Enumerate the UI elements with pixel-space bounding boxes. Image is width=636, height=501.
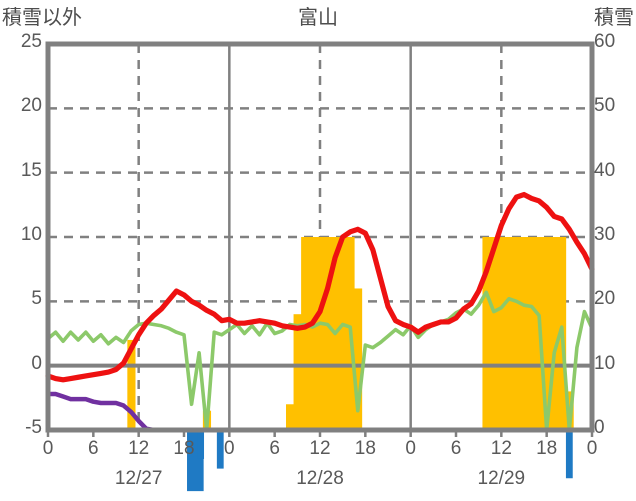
- x-axis-day-label: 12/28: [296, 468, 344, 489]
- precipitation-bar: [308, 237, 317, 430]
- precipitation-bar: [301, 237, 310, 430]
- x-axis-tick: 6: [450, 438, 462, 459]
- left-axis-unit-label: 積雪以外: [2, 7, 82, 29]
- right-axis-tick: 40: [594, 159, 616, 181]
- snowfall-marker-bar: [565, 430, 573, 479]
- left-axis-tick: 10: [20, 224, 42, 245]
- right-axis-unit-label: 積雪: [594, 7, 634, 29]
- left-axis-tick: 15: [20, 159, 42, 181]
- snowfall-marker-bar: [216, 430, 224, 469]
- right-axis-tick: 30: [594, 224, 616, 245]
- precipitation-bar: [323, 237, 332, 430]
- right-axis-tick: 60: [594, 31, 616, 52]
- x-axis-day-label: 12/29: [477, 468, 526, 489]
- x-axis-tick: 12: [490, 438, 512, 459]
- series-line-風速: [46, 290, 594, 432]
- precipitation-bar: [512, 237, 521, 430]
- x-axis-tick: 18: [173, 438, 195, 459]
- precipitation-bar: [286, 404, 295, 430]
- precipitation-bar: [542, 237, 552, 430]
- x-axis-tick: 0: [586, 438, 598, 459]
- precipitation-bar: [505, 237, 514, 430]
- x-axis-tick: 12: [309, 438, 331, 459]
- left-axis-tick: 25: [20, 31, 42, 52]
- x-axis-tick: 0: [42, 438, 54, 459]
- left-axis-tick: 20: [20, 95, 42, 117]
- x-axis-tick: 6: [269, 438, 280, 459]
- precipitation-bar: [338, 237, 348, 430]
- snowfall-marker-bar: [197, 430, 205, 459]
- x-axis-tick: 18: [536, 438, 558, 459]
- x-axis-day-label: 12/27: [114, 468, 163, 489]
- left-axis-tick: -5: [25, 417, 42, 438]
- precipitation-bar: [550, 237, 559, 430]
- left-axis-tick: 5: [31, 288, 42, 310]
- series-line-気温: [45, 191, 595, 383]
- x-axis-tick: 12: [128, 438, 150, 459]
- x-axis-tick: 0: [224, 438, 235, 459]
- precipitation-bar: [127, 339, 136, 430]
- right-axis-tick: 10: [594, 352, 616, 374]
- right-axis-tick: 0: [594, 417, 605, 438]
- right-axis-tick: 20: [594, 288, 616, 310]
- x-axis-tick: 18: [354, 438, 376, 459]
- right-axis-tick: 50: [594, 95, 616, 117]
- precipitation-bar: [520, 237, 529, 430]
- precipitation-bar: [497, 237, 506, 430]
- precipitation-bar: [354, 288, 363, 430]
- x-axis-tick: 0: [405, 438, 416, 459]
- precipitation-bar: [482, 237, 491, 430]
- page-title: 富山: [298, 7, 338, 29]
- precipitation-bar: [316, 237, 325, 430]
- precipitation-bar: [527, 237, 536, 430]
- left-axis-tick: 0: [31, 352, 42, 374]
- x-axis-tick: 6: [88, 438, 99, 459]
- precipitation-bar: [293, 314, 302, 430]
- precipitation-bar: [490, 237, 499, 430]
